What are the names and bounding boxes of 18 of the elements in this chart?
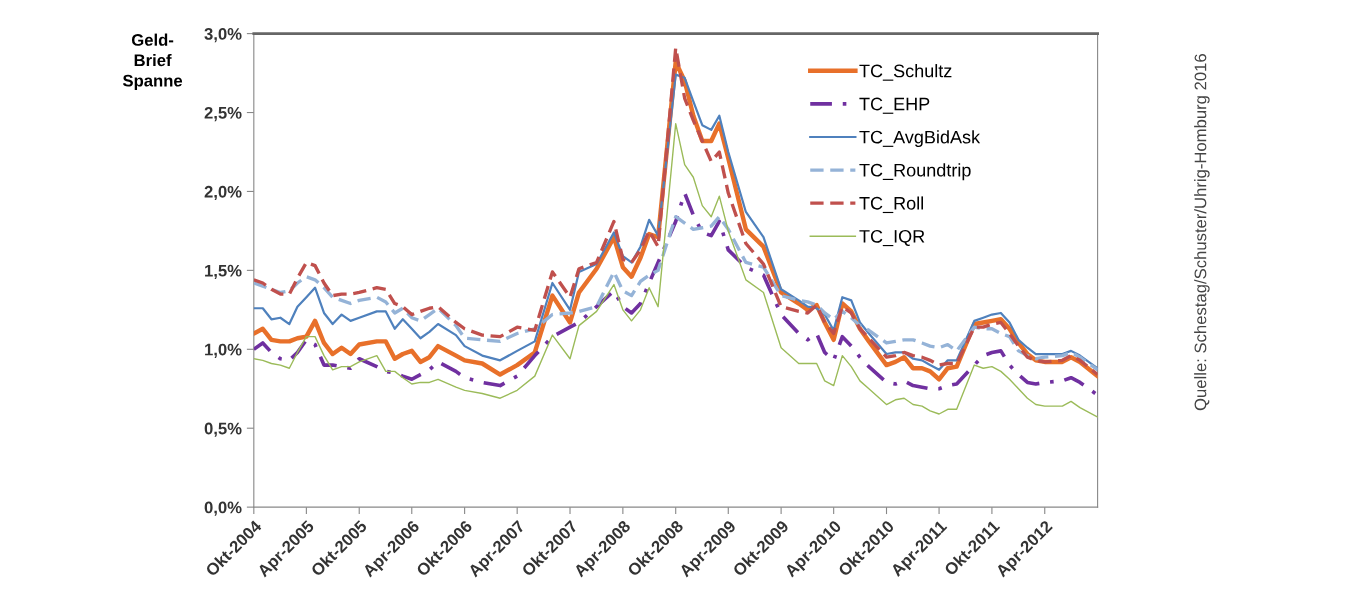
y-tick-label: 2,0% xyxy=(204,185,242,201)
y-tick-label: 2,5% xyxy=(204,106,242,122)
line-series xyxy=(253,215,1098,372)
legend-label: TC_Schultz xyxy=(859,64,952,81)
y-tick-label: 0,0% xyxy=(204,501,242,516)
y-tick-label: 0,5% xyxy=(204,422,242,437)
y-axis-title: Geld- Brief Spanne xyxy=(122,33,183,90)
line-series xyxy=(253,122,1098,418)
source-note: Quelle: Schestag/Schuster/Uhrig-Homburg 2016 xyxy=(1194,54,1210,411)
y-tick-label: 1,0% xyxy=(205,343,242,358)
legend-label: TC_Roll xyxy=(859,196,923,214)
legend-label: TC_Roundtrip xyxy=(859,163,971,181)
y-tick-label: 3,0% xyxy=(204,28,242,43)
legend-label: TC_IQR xyxy=(859,229,925,247)
legend-label: TC_AvgBidAsk xyxy=(859,130,981,148)
legend-label: TC_EHP xyxy=(859,97,930,114)
y-tick-label: 1,5% xyxy=(205,264,242,279)
line-series xyxy=(253,191,1098,397)
